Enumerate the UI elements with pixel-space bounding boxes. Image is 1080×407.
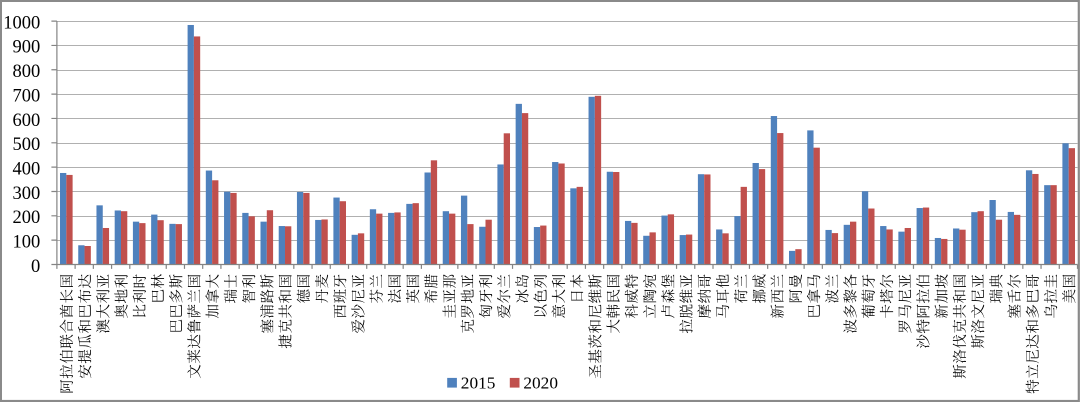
svg-text:900: 900 xyxy=(12,38,40,58)
svg-text:400: 400 xyxy=(12,159,40,179)
svg-text:200: 200 xyxy=(12,208,40,228)
svg-text:2020: 2020 xyxy=(523,373,558,392)
svg-text:500: 500 xyxy=(12,135,40,155)
svg-text:300: 300 xyxy=(12,184,40,204)
svg-text:800: 800 xyxy=(12,62,40,82)
svg-text:2015: 2015 xyxy=(461,373,496,392)
svg-text:100: 100 xyxy=(12,232,40,252)
svg-text:700: 700 xyxy=(12,86,40,106)
svg-text:0: 0 xyxy=(31,257,40,277)
svg-text:600: 600 xyxy=(12,111,40,131)
svg-text:1000: 1000 xyxy=(3,13,40,33)
